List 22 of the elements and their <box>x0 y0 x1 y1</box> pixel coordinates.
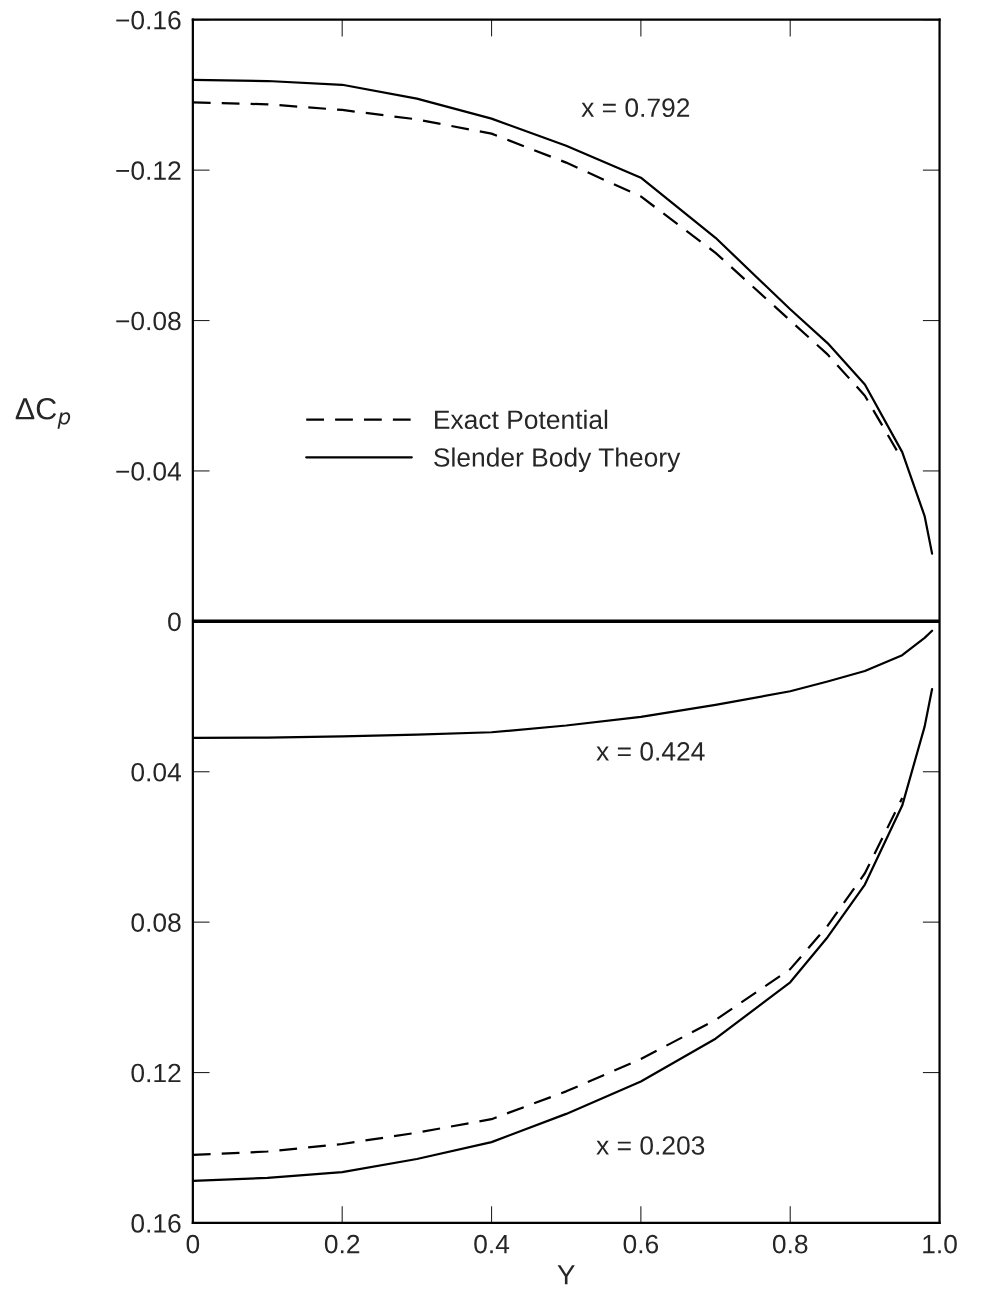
y-axis-title: ΔC$_{p}$ <box>15 397 71 429</box>
x-tick-label: 0.6 <box>623 1234 659 1254</box>
y-tick-label: −0.12 <box>116 161 181 180</box>
annotation: x = 0.203 <box>596 1136 705 1155</box>
y-tick-label: 0.12 <box>131 1063 181 1083</box>
y-tick-label: −0.16 <box>116 10 181 30</box>
y-tick-label: 0.16 <box>131 1214 181 1233</box>
x-axis-title: Y <box>557 1265 575 1285</box>
x-tick-label: 0.8 <box>772 1234 808 1254</box>
annotation: x = 0.424 <box>596 742 705 761</box>
x-tick-label: 1.0 <box>923 1234 957 1254</box>
annotation: x = 0.792 <box>581 98 690 118</box>
x-tick-label: 0 <box>186 1234 200 1254</box>
y-tick-label: −0.04 <box>116 462 181 481</box>
x-tick-label: 0.2 <box>324 1234 360 1254</box>
legend-label: Exact Potential <box>435 409 608 430</box>
legend-label: Slender Body Theory <box>434 447 681 473</box>
x-tick-label: 0.4 <box>474 1234 510 1254</box>
y-tick-label: 0.08 <box>131 913 181 932</box>
y-tick-label: −0.08 <box>116 311 181 331</box>
y-tick-label: 0.04 <box>131 762 181 782</box>
y-tick-label: 0 <box>168 612 181 632</box>
